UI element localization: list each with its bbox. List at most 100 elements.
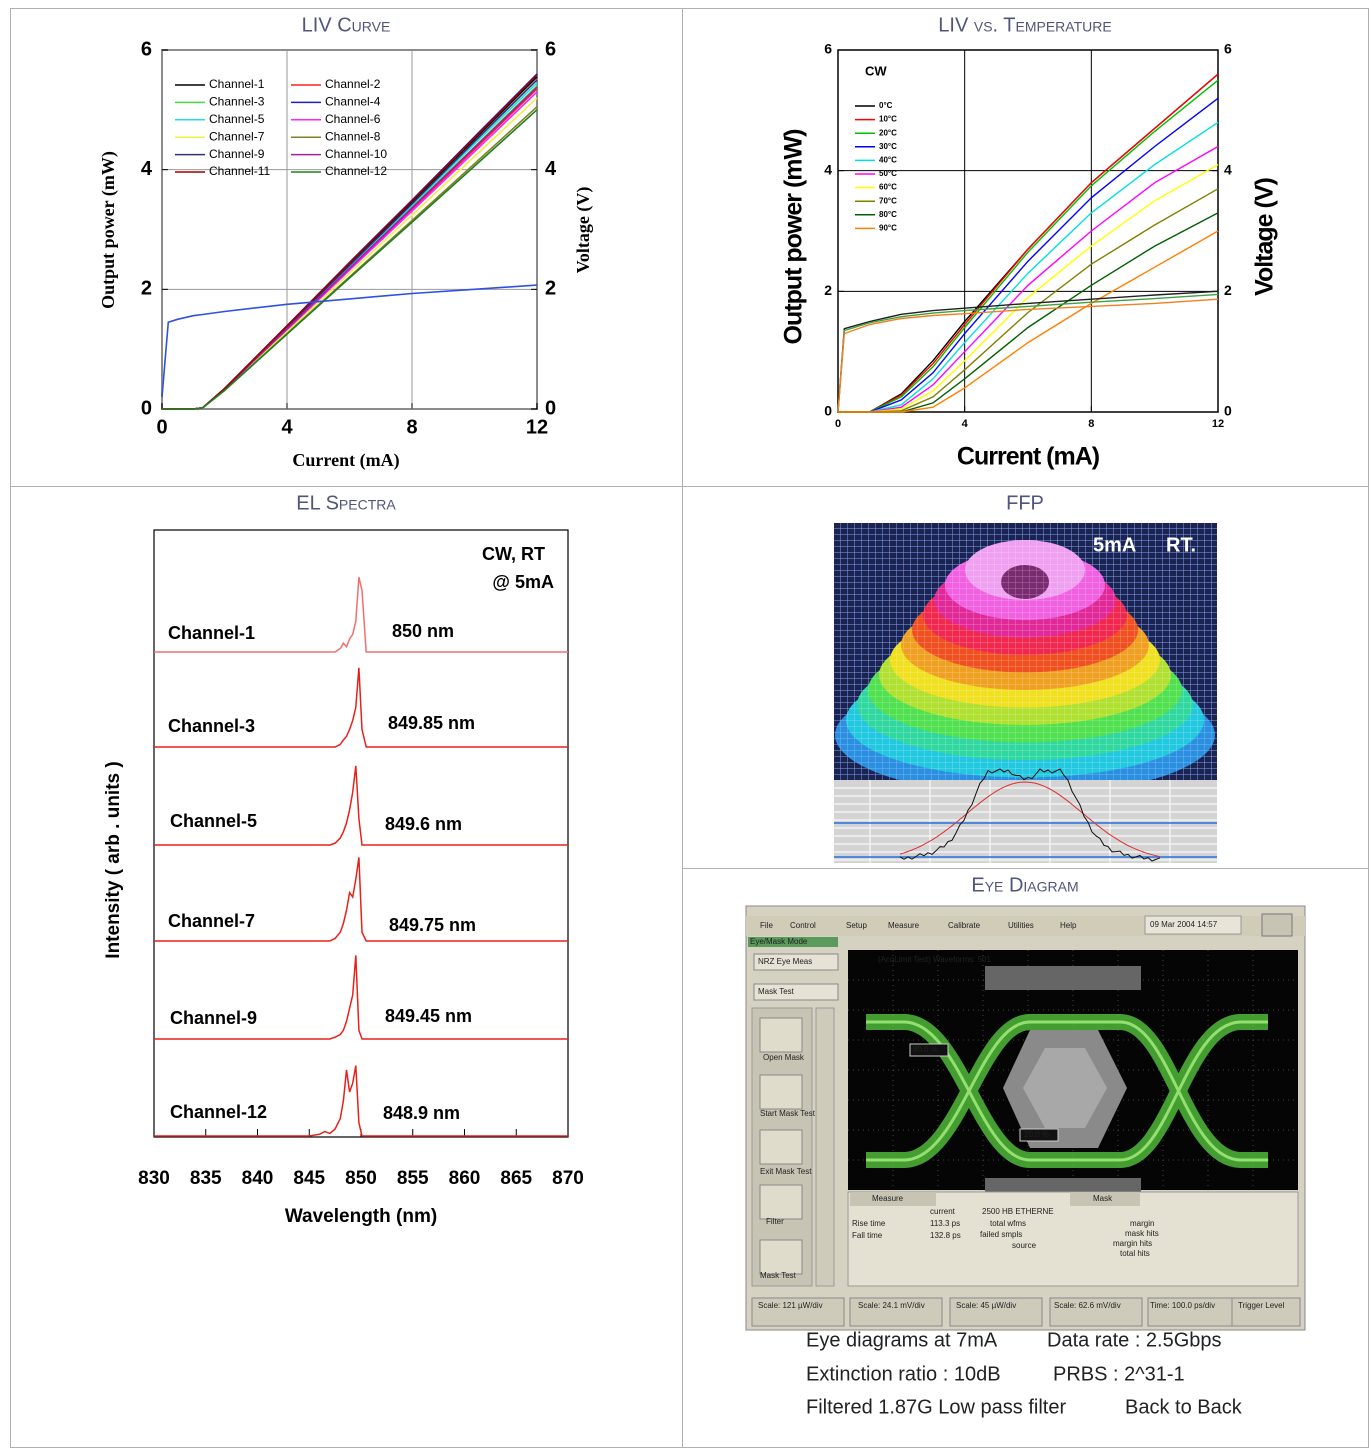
screen-text: Scale: 121 µW/div <box>758 1301 823 1310</box>
x-tick-label: 850 <box>345 1168 377 1189</box>
series-line <box>838 230 1219 413</box>
legend-label: Channel-6 <box>325 112 381 126</box>
screen-text: Rise time <box>852 1219 886 1228</box>
profile-curve <box>899 781 1161 858</box>
annotation: @ 5mA <box>492 572 554 592</box>
screen-text: Help <box>1060 921 1077 930</box>
screen-text: failed smpls <box>980 1230 1022 1239</box>
caption: PRBS : 2^31-1 <box>1053 1363 1185 1385</box>
caption: Extinction ratio : 10dB <box>806 1363 1001 1385</box>
screen-text: Open Mask <box>763 1053 805 1062</box>
scope-tool <box>759 1239 803 1275</box>
legend-label: Channel-9 <box>209 147 265 161</box>
scope-clock <box>1144 915 1242 935</box>
screen-text: (AcqLimit Test) Waveforms: 501 <box>878 955 991 964</box>
screen-text: Time: 100.0 ps/div <box>1150 1301 1215 1310</box>
screen-text: Setup <box>846 921 867 930</box>
y2-tick-label: 6 <box>1224 41 1232 57</box>
plot-frame <box>837 49 1219 413</box>
scope-tool <box>759 1074 803 1110</box>
legend-label: 60°C <box>879 183 897 192</box>
x-tick-label: 0 <box>835 418 841 430</box>
spectrum-line <box>154 1065 568 1137</box>
spectrum-line <box>154 857 568 942</box>
x-tick-label: 830 <box>138 1168 170 1189</box>
y-tick-label: 2 <box>141 278 152 300</box>
y-tick-label: 6 <box>824 41 832 57</box>
legend-label: Channel-10 <box>325 147 387 161</box>
scope-tab <box>850 1192 936 1206</box>
x-tick-label: 0 <box>156 416 167 438</box>
y2-tick-label: 0 <box>1224 403 1232 419</box>
screen-text: 20.0 % <box>1024 1130 1049 1139</box>
series-name: Channel-9 <box>170 1008 257 1028</box>
screen-text: 80.0 % <box>913 1045 938 1054</box>
y-axis-label: Intensity ( arb . units ) <box>103 761 124 958</box>
screen-text: 2500 HB ETHERNE <box>982 1207 1054 1216</box>
peak-label: 850 nm <box>392 621 454 641</box>
panel-title: Eye Diagram <box>971 874 1078 896</box>
x-tick-label: 4 <box>281 416 293 438</box>
ffp-profile-bg <box>834 780 1217 863</box>
panel-title: LIV Curve <box>302 14 391 36</box>
series-line <box>161 284 538 398</box>
ffp-label: RT. <box>1166 534 1196 556</box>
legend-label: Channel-12 <box>325 164 387 178</box>
y2-tick-label: 0 <box>545 397 556 419</box>
y2-tick-label: 4 <box>545 158 557 180</box>
y-tick-label: 6 <box>141 38 152 60</box>
scope-scale-button <box>1231 1297 1301 1327</box>
peak-label: 849.75 nm <box>389 915 476 935</box>
legend-label: Channel-2 <box>325 77 381 91</box>
legend-label: 0°C <box>879 101 893 110</box>
x-axis-label: Current (mA) <box>292 450 399 471</box>
x-tick-label: 835 <box>190 1168 222 1189</box>
scope-tab <box>1070 1192 1140 1206</box>
y2-tick-label: 4 <box>1224 161 1232 177</box>
x-tick-label: 855 <box>397 1168 429 1189</box>
legend-label: Channel-3 <box>209 95 265 109</box>
scope-marker <box>909 1043 949 1057</box>
scope-tool <box>759 1129 803 1165</box>
scope-dropdown <box>753 953 839 971</box>
screen-text: Control <box>790 921 816 930</box>
x-axis-label: Wavelength (nm) <box>285 1206 437 1227</box>
peak-label: 848.9 nm <box>383 1103 460 1123</box>
x-tick-label: 12 <box>526 416 548 438</box>
screen-text: Fall time <box>852 1231 883 1240</box>
screen-text: Trigger Level <box>1238 1301 1285 1310</box>
caption: Data rate : 2.5Gbps <box>1047 1329 1222 1351</box>
scope-tool <box>759 1184 803 1220</box>
screen-text: mask hits <box>1125 1229 1159 1238</box>
scope-button <box>1261 913 1293 937</box>
scope-dropdown <box>753 983 839 1001</box>
series-line <box>162 109 538 410</box>
screen-text: margin <box>1130 1219 1154 1228</box>
legend-label: 30°C <box>879 142 897 151</box>
y-tick-label: 4 <box>141 158 153 180</box>
mask-region <box>985 966 1141 990</box>
legend-label: 20°C <box>879 128 897 137</box>
annotation: CW, RT <box>482 544 545 564</box>
legend-label: 90°C <box>879 224 897 233</box>
y2-tick-label: 2 <box>1224 282 1232 298</box>
y2-axis-label: Voltage (V) <box>573 187 594 274</box>
screen-text: Exit Mask Test <box>760 1167 812 1176</box>
legend-label: 10°C <box>879 115 897 124</box>
series-line <box>837 298 1219 413</box>
series-name: Channel-1 <box>168 623 255 643</box>
panel-title: FFP <box>1006 492 1044 514</box>
scope-scale-button <box>949 1297 1043 1327</box>
screen-text: current <box>930 1207 956 1216</box>
screen-text: source <box>1012 1241 1037 1250</box>
caption: Filtered 1.87G Low pass filter <box>806 1396 1066 1418</box>
legend-label: Channel-11 <box>209 164 270 178</box>
series-name: Channel-7 <box>168 911 255 931</box>
screen-text: 113.3 ps <box>930 1219 960 1228</box>
y2-tick-label: 6 <box>545 38 556 60</box>
profile-curve <box>899 768 1161 862</box>
x-tick-label: 860 <box>449 1168 481 1189</box>
